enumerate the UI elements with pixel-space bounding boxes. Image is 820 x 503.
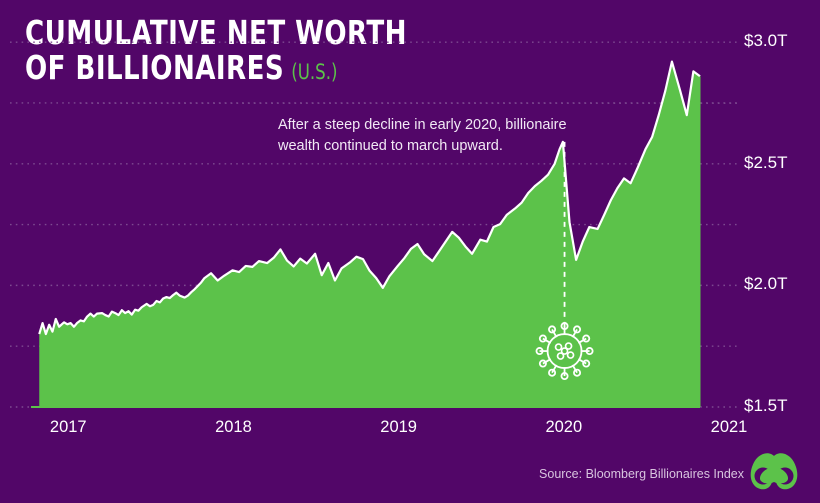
y-axis-tick-label: $2.0T — [744, 274, 788, 294]
annotation-line-2: wealth continued to march upward. — [278, 138, 503, 155]
title-line-2: OF BILLIONAIRES (U.S.) — [25, 51, 412, 84]
page-title: CUMULATIVE NET WORTH OF BILLIONAIRES (U.S… — [25, 13, 465, 84]
y-axis-tick-label: $2.5T — [744, 152, 788, 172]
chart-annotation: After a steep decline in early 2020, bil… — [278, 115, 608, 157]
binoculars-logo — [750, 453, 798, 490]
virus-icon — [535, 322, 594, 381]
series-line — [38, 60, 701, 336]
source-text: Source: Bloomberg Billionaires Index — [539, 467, 744, 481]
virus-icon-shape — [535, 322, 594, 381]
title-subtitle: (U.S.) — [291, 59, 338, 84]
area-series — [31, 60, 701, 408]
y-axis-tick-label: $1.5T — [744, 396, 788, 415]
title-line-1: CUMULATIVE NET WORTH — [25, 13, 407, 52]
x-axis-tick-label: 2019 — [380, 418, 417, 436]
x-axis-tick-label: 2017 — [49, 418, 87, 436]
area-fill — [39, 61, 700, 408]
x-axis-tick-label: 2018 — [215, 418, 252, 436]
x-axis-tick-label: 2021 — [710, 418, 748, 436]
y-axis-tick-label: $3.0T — [744, 31, 788, 51]
annotation-line-1: After a steep decline in early 2020, bil… — [278, 117, 567, 133]
x-axis-tick-label: 2020 — [545, 418, 583, 436]
title-line-2-text: OF BILLIONAIRES — [25, 47, 285, 87]
